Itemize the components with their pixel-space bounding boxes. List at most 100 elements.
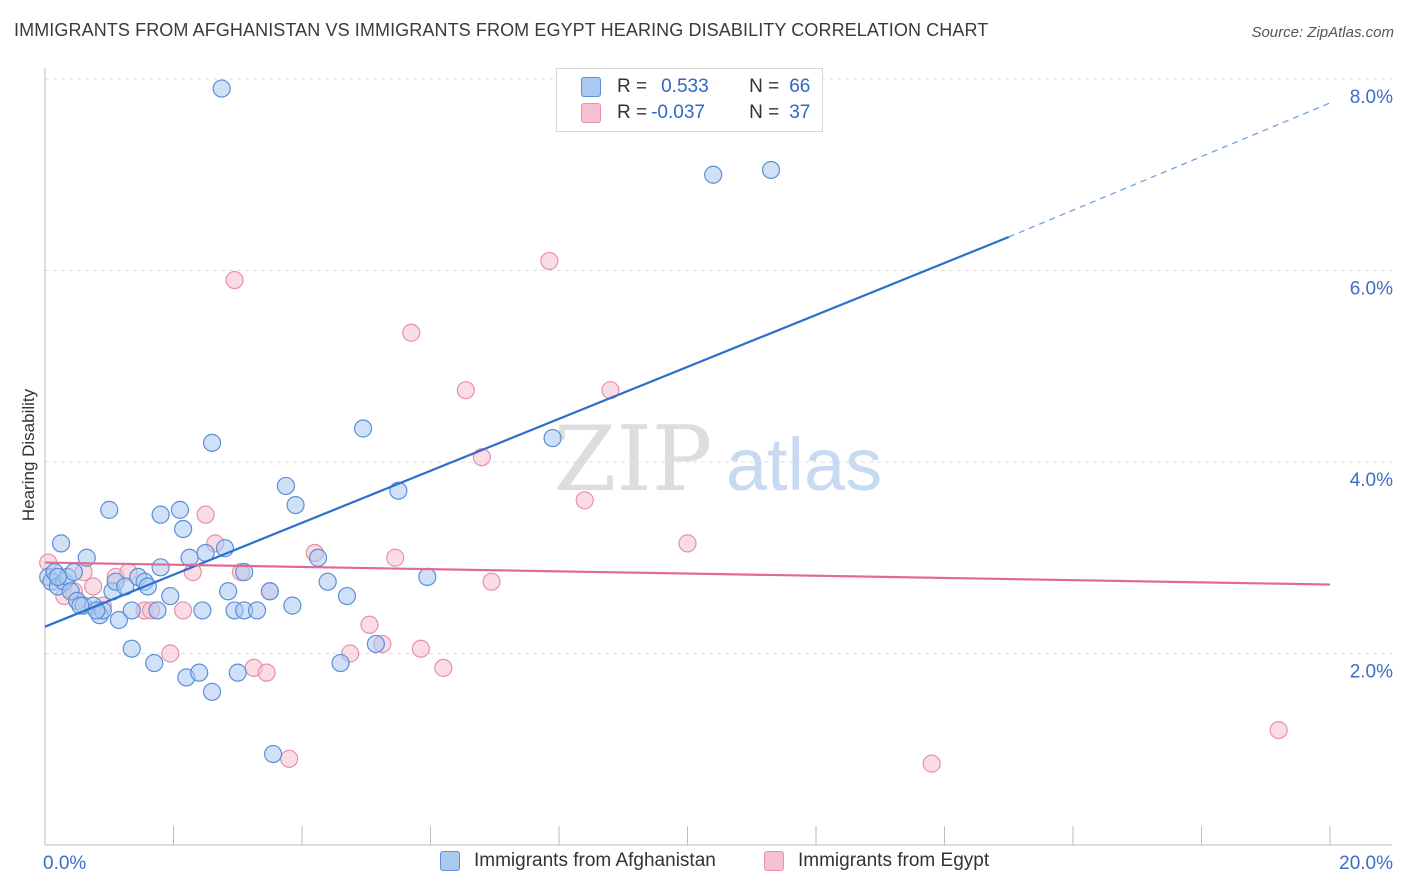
- watermark-atlas: atlas: [726, 423, 882, 506]
- afghanistan-point: [51, 534, 71, 553]
- y-tick-label: 6.0%: [1350, 279, 1393, 300]
- afghanistan-point: [122, 601, 141, 620]
- afghanistan-point: [276, 476, 296, 496]
- afghanistan-point: [109, 610, 128, 630]
- afghanistan-point: [100, 500, 119, 519]
- afghanistan-point: [174, 519, 193, 539]
- afghanistan-point: [318, 572, 337, 591]
- egypt-trend-line: [44, 561, 1331, 586]
- afghanistan-trend-extension: [1008, 102, 1331, 238]
- egypt-point: [575, 491, 594, 510]
- legend-r-value: -0.037: [651, 102, 705, 123]
- egypt-point: [678, 534, 697, 553]
- egypt-point: [472, 448, 491, 467]
- afghanistan-point: [151, 505, 170, 524]
- legend-n-label: N =: [749, 102, 780, 123]
- afghanistan-point: [77, 548, 96, 567]
- chart-title: IMMIGRANTS FROM AFGHANISTAN VS IMMIGRANT…: [14, 20, 989, 40]
- legend-r-label: R =: [617, 76, 648, 97]
- x-tick-label: 0.0%: [43, 853, 86, 874]
- axes: [44, 68, 1392, 846]
- afghanistan-point: [202, 433, 222, 452]
- egypt-point: [456, 381, 475, 400]
- egypt-point: [434, 658, 453, 677]
- afghanistan-point: [331, 653, 350, 673]
- afghanistan-point: [180, 548, 199, 567]
- afghanistan-point: [64, 563, 84, 582]
- legend-item-label: Immigrants from Egypt: [798, 850, 990, 871]
- y-tick-label: 8.0%: [1350, 87, 1393, 108]
- afghanistan-point: [286, 495, 305, 515]
- afghanistan-swatch: [581, 77, 601, 97]
- afghanistan-point: [170, 500, 190, 519]
- afghanistan-point: [353, 419, 373, 438]
- legend-item-afghanistan[interactable]: Immigrants from Afghanistan: [440, 850, 716, 872]
- egypt-point: [922, 754, 941, 773]
- egypt-point: [225, 270, 244, 290]
- egypt-point: [402, 323, 421, 342]
- egypt-point: [1269, 720, 1288, 740]
- afghanistan-point: [193, 601, 212, 620]
- grid-lines: [45, 78, 1392, 654]
- legend-item-label: Immigrants from Afghanistan: [474, 850, 716, 871]
- afghanistan-swatch: [440, 851, 460, 871]
- afghanistan-point: [161, 586, 180, 606]
- y-axis-title: Hearing Disability: [19, 388, 38, 522]
- afghanistan-point: [308, 548, 328, 567]
- afghanistan-point: [247, 601, 267, 620]
- correlation-legend: R = 0.533 N = 66 R = -0.037 N = 37: [556, 68, 823, 132]
- egypt-point: [161, 644, 180, 663]
- x-tick-label: 20.0%: [1339, 853, 1393, 874]
- egypt-point: [482, 572, 501, 591]
- afghanistan-point: [48, 567, 67, 587]
- legend-item-egypt[interactable]: Immigrants from Egypt: [764, 850, 989, 872]
- egypt-point: [196, 505, 215, 524]
- data-points: [39, 79, 1288, 773]
- chart-source: Source: ZipAtlas.com: [1251, 24, 1394, 41]
- egypt-point: [386, 548, 405, 567]
- afghanistan-point: [219, 582, 238, 601]
- afghanistan-point: [235, 563, 254, 582]
- afghanistan-point: [145, 653, 164, 673]
- afghanistan-point: [151, 558, 170, 577]
- legend-r-label: R =: [617, 102, 648, 123]
- afghanistan-trend-line: [44, 235, 1010, 628]
- egypt-point: [84, 577, 103, 596]
- egypt-point: [257, 663, 276, 682]
- afghanistan-point: [283, 596, 302, 615]
- y-tick-label: 4.0%: [1350, 470, 1393, 491]
- afghanistan-point: [190, 663, 209, 682]
- tick-labels: 2.0% 4.0% 6.0% 8.0% 0.0% 20.0%: [43, 87, 1393, 874]
- afghanistan-point: [418, 567, 437, 587]
- legend-r-value: 0.533: [661, 76, 709, 97]
- afghanistan-point: [212, 79, 231, 98]
- afghanistan-point: [260, 582, 279, 601]
- egypt-point: [174, 601, 193, 620]
- afghanistan-point: [202, 682, 222, 701]
- afghanistan-point: [263, 744, 283, 764]
- afghanistan-point: [366, 634, 385, 654]
- afghanistan-point: [543, 428, 562, 448]
- egypt-point: [280, 749, 299, 768]
- legend-row-afghanistan: R = 0.533 N = 66: [581, 75, 810, 99]
- afghanistan-point: [228, 663, 247, 682]
- y-tick-label: 2.0%: [1350, 662, 1393, 683]
- series-legend: Immigrants from Afghanistan Immigrants f…: [0, 850, 1406, 878]
- legend-row-egypt: R = -0.037 N = 37: [581, 101, 810, 125]
- egypt-swatch: [581, 103, 601, 123]
- afghanistan-point: [761, 160, 781, 180]
- legend-n-label: N =: [749, 76, 780, 97]
- afghanistan-point: [122, 639, 141, 658]
- egypt-swatch: [764, 851, 784, 871]
- egypt-point: [540, 251, 559, 271]
- legend-n-value: 37: [789, 102, 811, 123]
- egypt-point: [360, 615, 379, 634]
- legend-n-value: 66: [789, 76, 811, 97]
- afghanistan-point: [704, 165, 723, 184]
- watermark: ZIP atlas: [554, 407, 882, 512]
- egypt-point: [411, 639, 430, 658]
- afghanistan-point: [337, 586, 357, 606]
- afghanistan-point: [148, 601, 167, 620]
- trend-lines: [44, 102, 1331, 628]
